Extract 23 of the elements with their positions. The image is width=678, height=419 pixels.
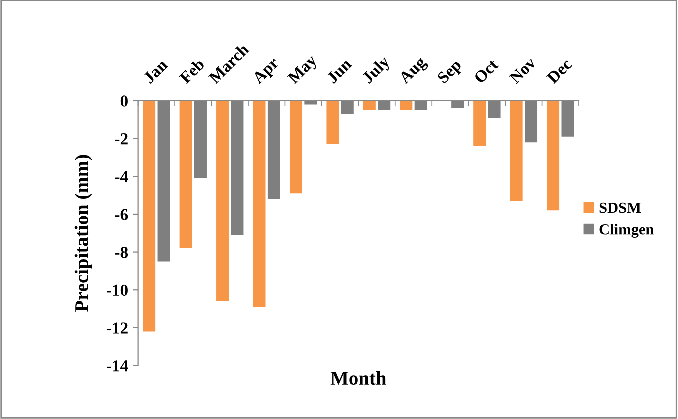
x-tick-label: Feb	[178, 58, 206, 84]
y-tick-label: -6	[115, 209, 128, 220]
x-tick-label: Oct	[474, 58, 500, 84]
x-tick-label: Sep	[436, 58, 465, 86]
x-tick-label: Dec	[546, 58, 573, 84]
y-tick-label: -10	[106, 284, 128, 296]
y-tick-label: -14	[106, 360, 128, 372]
y-axis-title: Precipitation (mm)	[74, 155, 92, 312]
x-axis-title: Month	[330, 371, 386, 386]
legend-label: Climgen	[600, 224, 654, 238]
y-tick-label: -8	[115, 246, 128, 258]
y-tick-label: -12	[106, 322, 128, 334]
x-tick-label: May	[287, 54, 320, 87]
x-tick-label: July	[361, 54, 394, 87]
legend-label: SDSM	[600, 202, 642, 214]
y-tick-label: 0	[120, 96, 128, 107]
x-tick-label: Jan	[143, 58, 169, 84]
x-tick-label: Apr	[252, 56, 282, 87]
x-tick-label: Jun	[326, 58, 353, 84]
x-tick-label: Aug	[398, 56, 430, 87]
y-tick-label: -2	[115, 134, 128, 145]
y-tick-label: -4	[115, 171, 128, 182]
x-tick-label: Nov	[509, 56, 538, 84]
